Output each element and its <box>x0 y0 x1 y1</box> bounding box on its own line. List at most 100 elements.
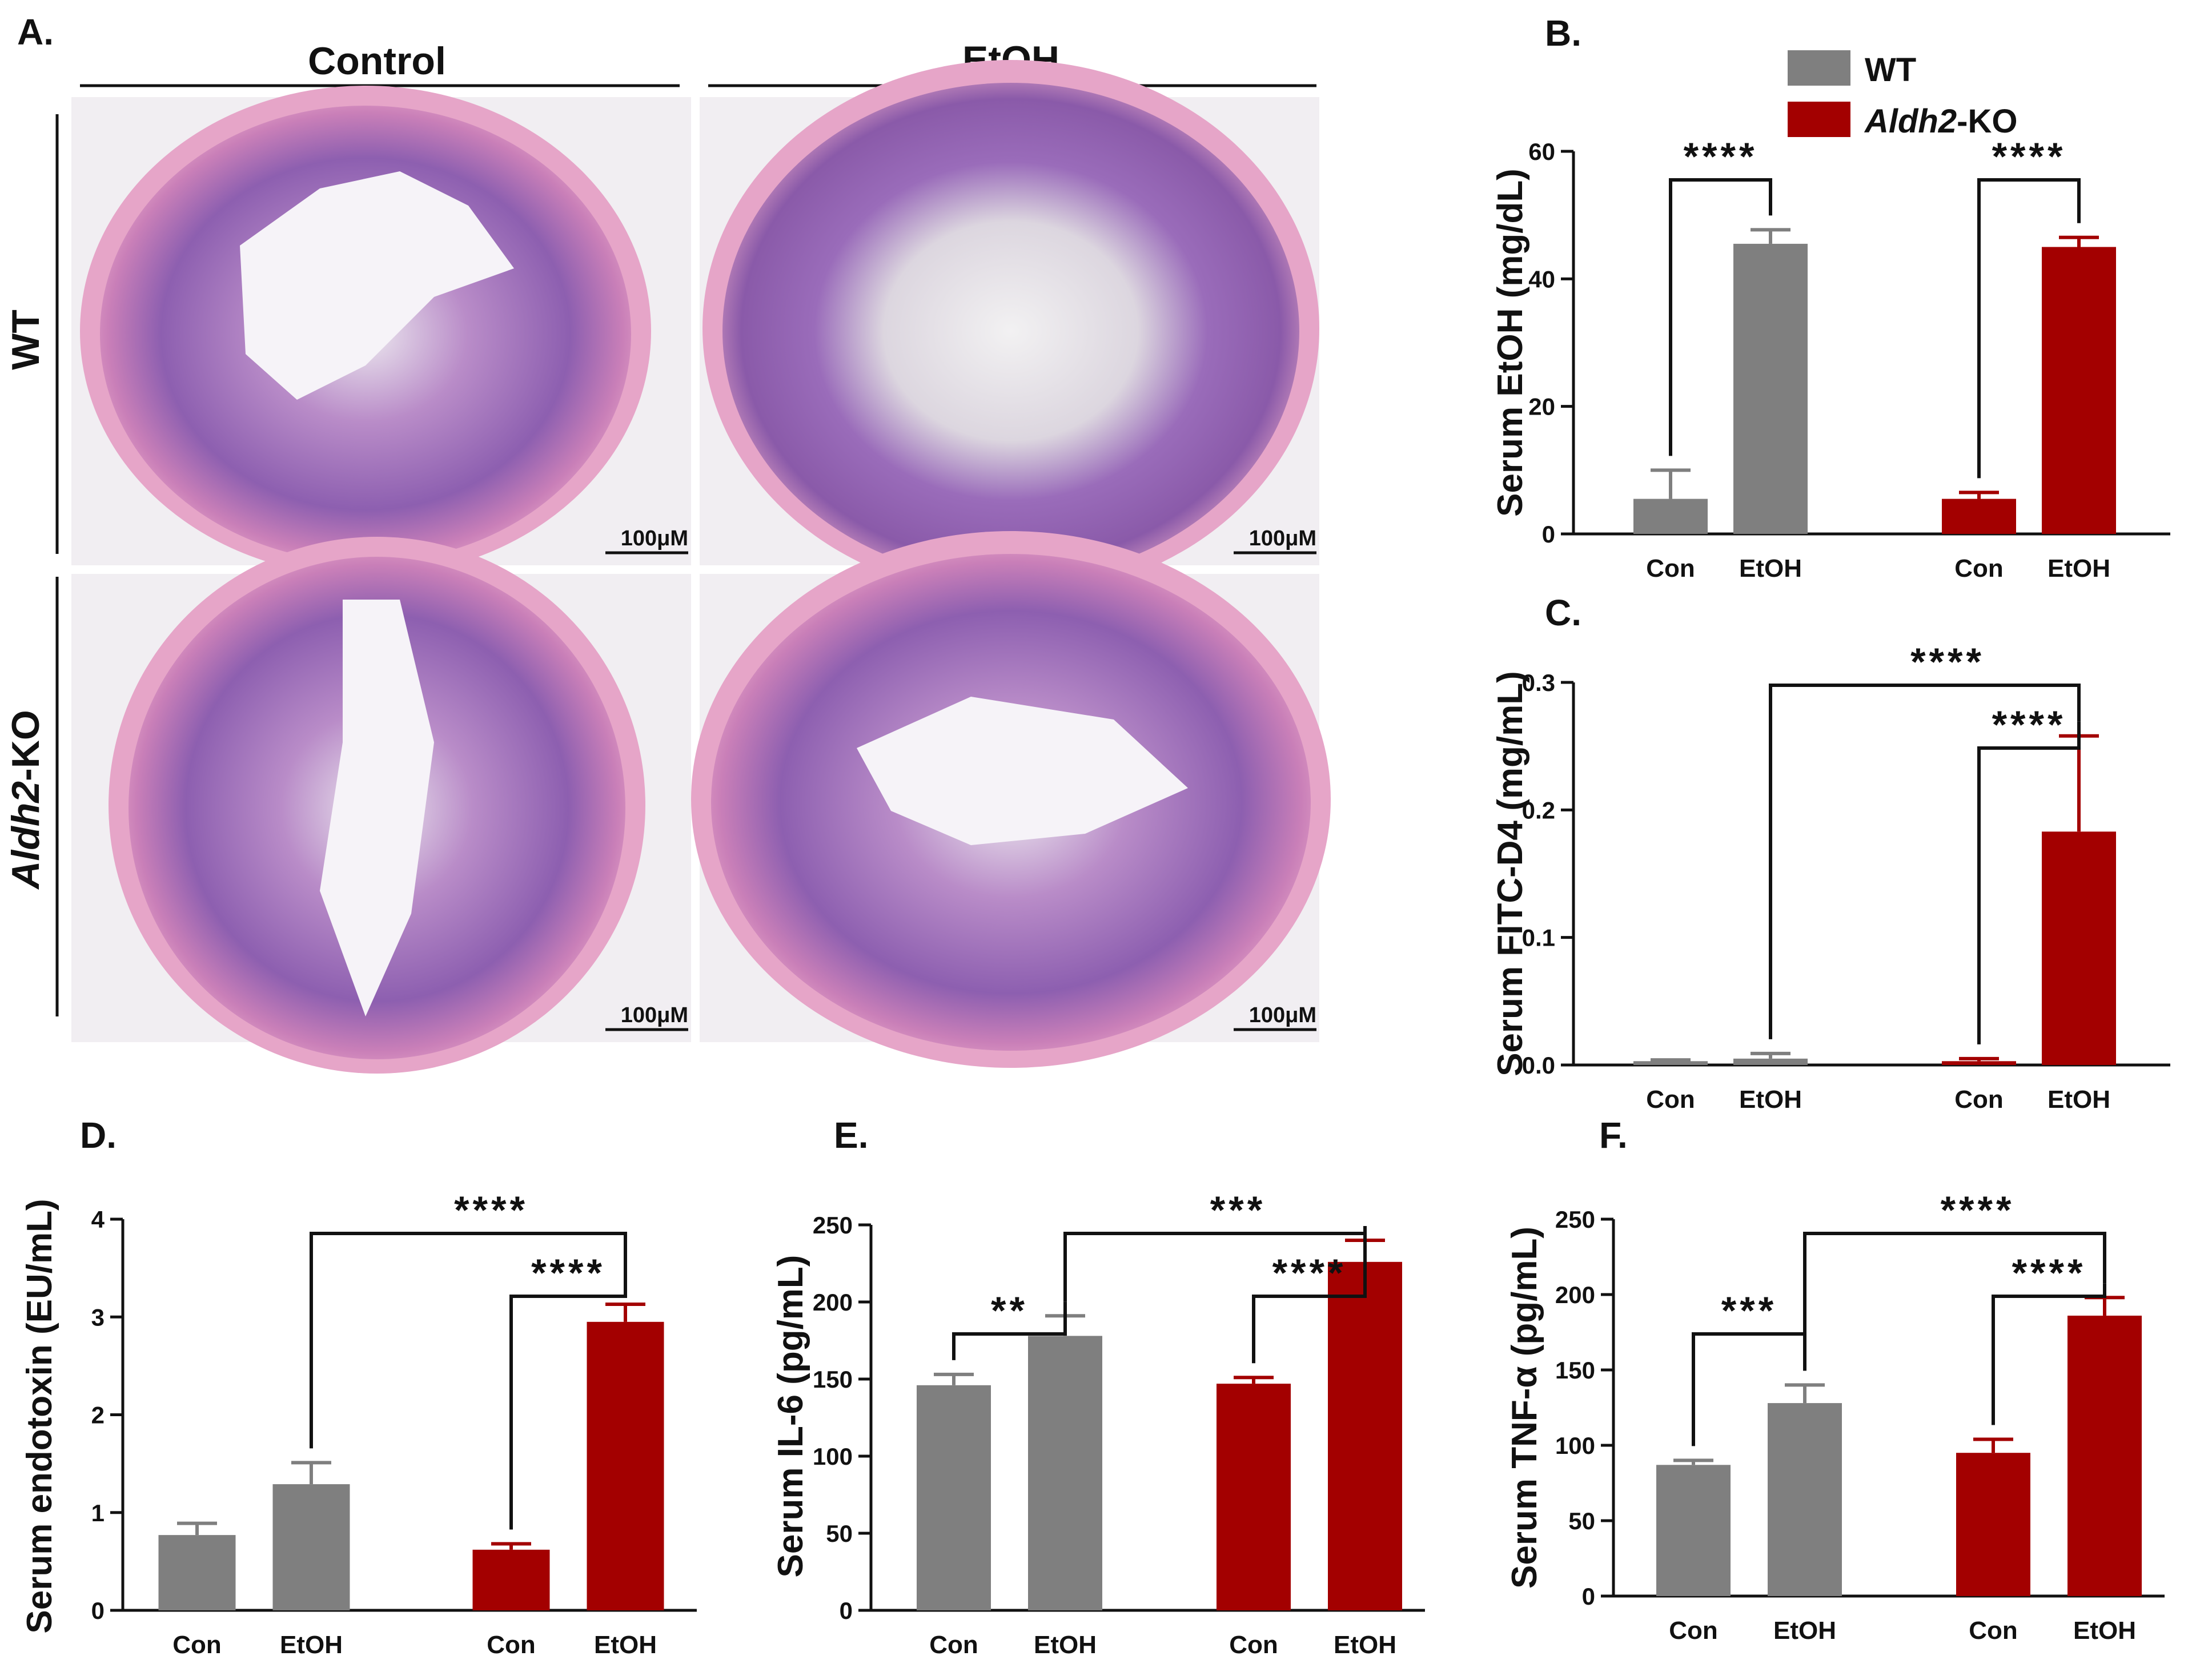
significance-label: **** <box>1992 703 2066 746</box>
bar-aldh2-ko-con <box>472 1549 550 1610</box>
x-category-label: Con <box>487 1631 536 1659</box>
panel-label: F. <box>1599 1115 1628 1156</box>
y-axis-title: Serum IL-6 (pg/mL) <box>771 1255 810 1578</box>
panel-label: D. <box>80 1115 117 1156</box>
significance-label: **** <box>1272 1251 1347 1295</box>
bar-aldh2-ko-etoh <box>2042 831 2116 1065</box>
micrograph-wt-control: 100μM <box>71 86 691 577</box>
x-category-label: EtOH <box>1334 1631 1396 1659</box>
y-tick-label: 0 <box>1542 521 1555 548</box>
significance-label: **** <box>1992 135 2066 178</box>
significance-label: **** <box>531 1251 605 1295</box>
bar-wt-etoh <box>1768 1403 1842 1596</box>
micrograph-ko-control: 100μM <box>71 537 691 1074</box>
bar-wt-etoh <box>1733 243 1808 534</box>
chart-panel-d: D. 0 1 2 3 4 Serum endotoxin (EU/mL) Con EtOH Con… <box>20 1115 697 1659</box>
bar-aldh2-ko-con <box>1956 1453 2030 1596</box>
y-tick-label: 0.1 <box>1522 925 1555 951</box>
y-tick-label: 0.0 <box>1522 1052 1555 1079</box>
significance-bracket <box>1769 684 2081 1039</box>
y-tick-label: 50 <box>826 1520 853 1547</box>
significance-bracket <box>1803 1232 2106 1371</box>
bar-wt-con <box>1633 499 1708 534</box>
y-axis-title: Serum FITC-D4 (mg/mL) <box>1491 671 1530 1076</box>
x-category-label: Con <box>1954 1086 2004 1114</box>
significance-bracket <box>1992 1283 2106 1425</box>
significance-label: **** <box>1941 1188 2015 1232</box>
panel-label: B. <box>1545 13 1581 54</box>
y-tick-label: 1 <box>91 1500 105 1526</box>
bar-wt-con <box>917 1385 991 1610</box>
y-tick-label: 200 <box>1555 1281 1595 1308</box>
y-tick-label: 3 <box>91 1304 105 1331</box>
bar-wt-con <box>1633 1061 1708 1065</box>
y-axis-title: Serum TNF-α (pg/mL) <box>1505 1227 1544 1589</box>
x-category-label: Con <box>172 1631 222 1659</box>
y-tick-label: 50 <box>1568 1508 1595 1534</box>
x-category-label: Con <box>1646 1086 1695 1114</box>
bar-aldh2-ko-etoh <box>587 1321 664 1610</box>
bar-aldh2-ko-etoh <box>2042 247 2116 534</box>
bar-aldh2-ko-con <box>1217 1384 1291 1610</box>
y-tick-label: 0.3 <box>1522 669 1555 696</box>
significance-bracket <box>509 1289 627 1530</box>
y-tick-label: 150 <box>1555 1357 1595 1384</box>
legend-label-ko: Aldh2-KO <box>1864 103 2017 140</box>
x-category-label: Con <box>1646 554 1695 582</box>
bar-aldh2-ko-etoh <box>1328 1261 1402 1610</box>
legend-swatch-wt <box>1788 50 1850 86</box>
x-category-label: EtOH <box>1773 1617 1836 1645</box>
x-category-label: Con <box>1969 1617 2018 1645</box>
y-tick-label: 200 <box>813 1289 853 1316</box>
scale-bar-label: 100μM <box>621 1003 688 1027</box>
x-category-label: Con <box>1954 554 2004 582</box>
x-category-label: EtOH <box>2048 1086 2110 1114</box>
significance-bracket <box>1977 178 2081 479</box>
chart-panel-f: F. 0 50 100 150 200 250 Serum TNF-α (pg/mL) Con E… <box>1505 1115 2165 1645</box>
bar-wt-etoh <box>1733 1058 1808 1065</box>
x-category-label: EtOH <box>1034 1631 1097 1659</box>
row-header-wt: WT <box>4 310 47 370</box>
y-tick-label: 250 <box>1555 1206 1595 1233</box>
scale-bar-label: 100μM <box>1249 526 1316 550</box>
significance-bracket <box>1063 1226 1367 1302</box>
significance-label: **** <box>454 1188 528 1232</box>
y-tick-label: 100 <box>1555 1432 1595 1459</box>
significance-label: *** <box>1721 1289 1777 1332</box>
significance-label: **** <box>1910 640 1985 684</box>
x-category-label: EtOH <box>2073 1617 2136 1645</box>
micrograph-ko-etoh: 100μM <box>691 531 1331 1068</box>
y-tick-label: 0 <box>840 1597 853 1624</box>
bar-wt-etoh <box>272 1484 350 1610</box>
y-axis-title: Serum EtOH (mg/dL) <box>1491 168 1530 517</box>
x-category-label: Con <box>929 1631 978 1659</box>
x-category-label: Con <box>1669 1617 1718 1645</box>
scale-bar-label: 100μM <box>1249 1003 1316 1027</box>
y-tick-label: 0.2 <box>1522 797 1555 823</box>
legend: WT Aldh2-KO <box>1788 50 2017 140</box>
x-category-label: Con <box>1229 1631 1278 1659</box>
y-tick-label: 0 <box>1582 1583 1595 1610</box>
legend-label-wt: WT <box>1865 51 1916 89</box>
chart-panel-b: B. 0 20 40 60 Serum EtOH (mg/dL) Con EtOH Con EtO… <box>1491 13 2170 582</box>
bar-wt-con <box>1656 1465 1731 1596</box>
scale-bar-label: 100μM <box>621 526 688 550</box>
legend-swatch-ko <box>1788 102 1850 137</box>
significance-bracket <box>1669 178 1772 456</box>
bar-aldh2-ko-con <box>1942 499 2016 534</box>
significance-bracket <box>310 1232 627 1449</box>
x-category-label: EtOH <box>594 1631 657 1659</box>
y-tick-label: 60 <box>1528 138 1555 165</box>
y-tick-label: 150 <box>813 1366 853 1393</box>
bar-wt-etoh <box>1028 1336 1102 1610</box>
x-category-label: EtOH <box>280 1631 343 1659</box>
x-category-label: EtOH <box>2048 554 2110 582</box>
significance-label: *** <box>1210 1188 1266 1232</box>
x-category-label: EtOH <box>1739 554 1802 582</box>
header-control: Control <box>308 39 446 83</box>
bar-aldh2-ko-etoh <box>2067 1315 2142 1596</box>
micrograph-wt-etoh: 100μM <box>700 60 1319 597</box>
